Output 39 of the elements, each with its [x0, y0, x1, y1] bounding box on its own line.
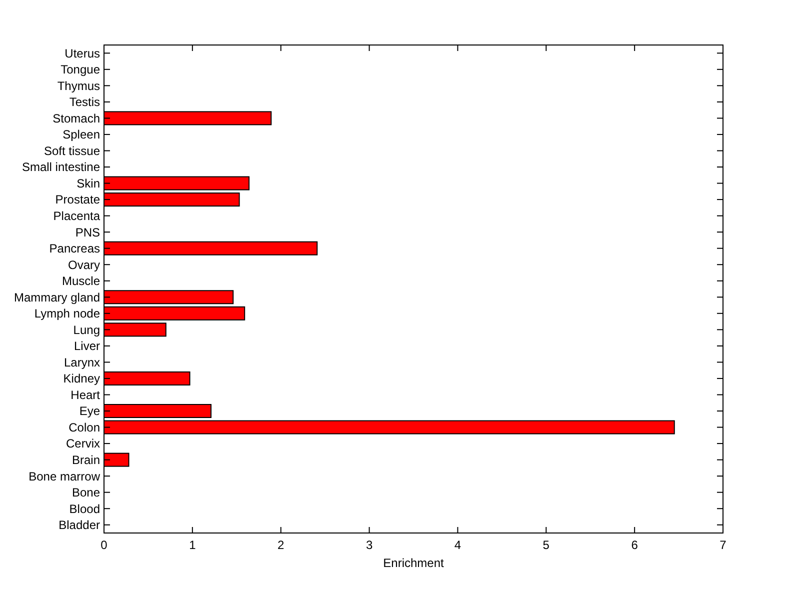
y-tick-label: Ovary: [68, 258, 100, 272]
y-tick-label: Kidney: [63, 372, 100, 386]
y-tick-label: Prostate: [55, 192, 100, 207]
y-tick-label: Stomach: [52, 111, 100, 126]
x-tick-label: 1: [189, 538, 196, 552]
y-tick-label: Larynx: [64, 355, 100, 370]
x-tick-label: 2: [278, 538, 285, 552]
y-tick-label: Lymph node: [34, 306, 100, 321]
x-axis-title: Enrichment: [383, 556, 445, 570]
y-tick-label: Lung: [73, 322, 100, 337]
y-tick-label: Eye: [79, 404, 100, 418]
y-tick-label: Colon: [68, 420, 100, 434]
y-tick-label: Bladder: [58, 518, 100, 532]
x-tick-label: 6: [631, 538, 638, 552]
y-tick-label: Mammary gland: [14, 290, 100, 304]
y-tick-label: PNS: [75, 225, 100, 240]
x-tick-label: 0: [100, 538, 108, 552]
y-tick-label: Testis: [69, 95, 100, 110]
y-tick-label: Uterus: [64, 46, 100, 60]
y-tick-label: Soft tissue: [44, 144, 100, 158]
y-tick-label: Muscle: [62, 274, 100, 288]
y-tick-label: Small intestine: [22, 160, 100, 174]
y-tick-label: Brain: [72, 453, 100, 467]
y-tick-label: Liver: [74, 339, 100, 354]
y-tick-label: Heart: [70, 388, 101, 402]
y-tick-label: Pancreas: [49, 242, 100, 256]
y-tick-label: Blood: [69, 502, 100, 516]
y-tick-label: Bone: [72, 486, 100, 500]
y-tick-label: Thymus: [57, 78, 100, 93]
x-tick-label: 4: [454, 538, 462, 552]
y-tick-label: Bone marrow: [28, 469, 100, 484]
y-tick-label: Skin: [76, 176, 100, 190]
y-tick-label: Cervix: [66, 436, 100, 451]
y-tick-label: Spleen: [62, 128, 100, 142]
y-tick-label: Tongue: [60, 62, 100, 77]
x-tick-label: 7: [720, 538, 727, 552]
x-tick-label: 3: [366, 538, 373, 552]
y-tick-label: Placenta: [53, 209, 100, 223]
x-tick-label: 5: [542, 538, 550, 552]
